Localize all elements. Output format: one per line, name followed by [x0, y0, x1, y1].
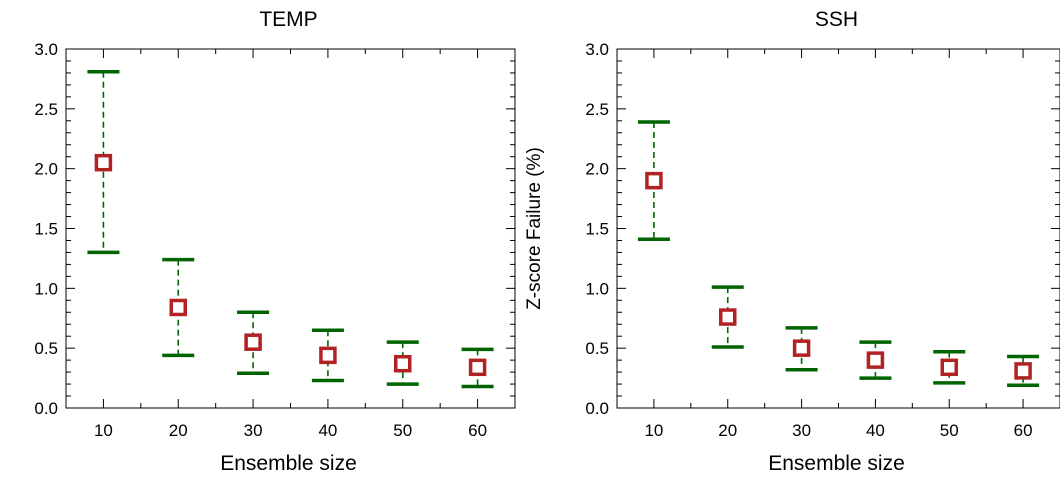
mean-marker [244, 333, 262, 351]
x-tick-label: 40 [318, 421, 337, 440]
mean-marker [394, 354, 412, 373]
mean-marker [792, 339, 811, 357]
x-tick-label: 10 [94, 421, 113, 440]
plot-frame [616, 48, 1060, 409]
x-tick-label: 60 [468, 421, 487, 440]
x-tick-label: 50 [393, 421, 412, 440]
x-axis-label: Ensemble size [220, 452, 357, 475]
y-tick-label: 0.0 [585, 399, 609, 418]
x-tick-label: 20 [169, 421, 188, 440]
x-axis-label: Ensemble size [768, 452, 905, 475]
mean-marker [94, 153, 113, 172]
x-tick-label: 30 [244, 421, 263, 440]
y-tick-label: 1.5 [585, 220, 609, 239]
y-tick-label: 3.0 [585, 40, 609, 59]
x-tick-label: 10 [644, 421, 663, 440]
y-tick-label: 0.5 [585, 339, 609, 358]
y-axis-label: Z-score Failure (%) [524, 147, 545, 310]
y-tick-label: 0.5 [34, 339, 58, 358]
y-tick-label: 1.0 [34, 279, 58, 298]
chart-panel-0: 0.0 0.5 1.0 1.5 2.0 2.5 3.0 10 20 30 40 50 60 TEMP Ens… [34, 8, 516, 475]
mean-marker [940, 358, 958, 377]
y-tick-label: 2.5 [34, 100, 58, 119]
mean-marker [719, 308, 737, 326]
x-tick-label: 50 [940, 421, 959, 440]
y-tick-label: 2.0 [585, 160, 609, 179]
mean-marker [645, 171, 663, 190]
plot-frame [65, 48, 516, 409]
y-tick-label: 1.5 [34, 220, 58, 239]
y-tick-label: 3.0 [34, 40, 58, 59]
x-tick-label: 40 [866, 421, 885, 440]
mean-marker [1014, 362, 1032, 380]
x-tick-label: 30 [792, 421, 811, 440]
chart-title: SSH [815, 8, 858, 31]
x-tick-label: 60 [1014, 421, 1033, 440]
y-tick-label: 0.0 [34, 399, 58, 418]
y-tick-label: 2.0 [34, 160, 58, 179]
chart-title: TEMP [259, 8, 317, 31]
chart-panel-1: 0.0 0.5 1.0 1.5 2.0 2.5 3.0 10 20 30 40 50 60 SSH Ense… [524, 8, 1060, 475]
y-tick-label: 2.5 [585, 100, 609, 119]
x-tick-label: 20 [718, 421, 737, 440]
mean-marker [468, 358, 487, 377]
y-tick-label: 1.0 [585, 279, 609, 298]
mean-marker [169, 298, 187, 317]
mean-marker [866, 351, 885, 369]
mean-marker [319, 346, 337, 365]
